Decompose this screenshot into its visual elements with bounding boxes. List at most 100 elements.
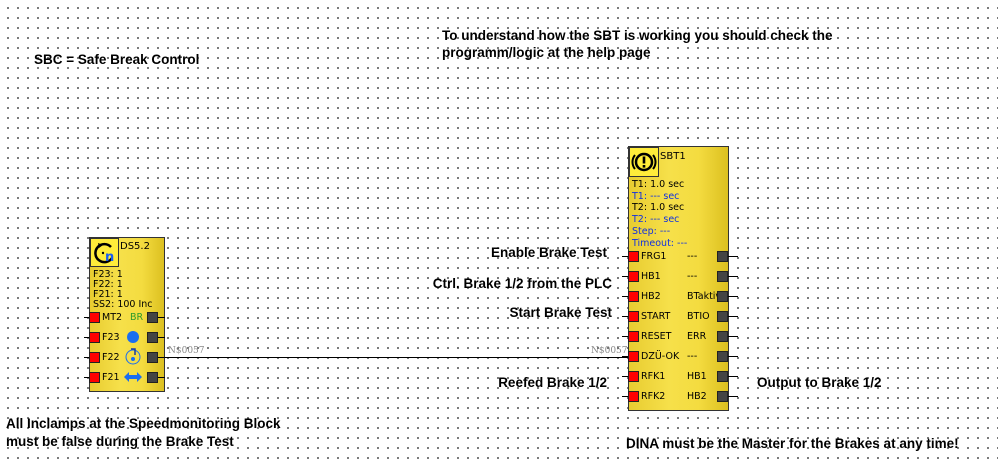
- ds-name: DS5.2: [120, 241, 150, 252]
- input-label: F21: [102, 372, 120, 383]
- input-stub: [622, 256, 629, 257]
- input-pin-f23[interactable]: [89, 332, 100, 343]
- sbt-param: T1: --- sec: [632, 190, 680, 202]
- input-stub: [622, 356, 629, 357]
- label-output: Output to Brake 1/2: [757, 375, 882, 390]
- output-label: ERR: [687, 331, 707, 342]
- output-pin[interactable]: [147, 312, 158, 323]
- output-stub: [158, 357, 165, 358]
- ds-param: F21: 1: [93, 289, 123, 300]
- input-stub: [84, 357, 90, 358]
- stop-dot-icon: [127, 331, 139, 343]
- input-label: RESET: [641, 331, 672, 342]
- input-pin[interactable]: [628, 331, 639, 342]
- output-label: BTIO: [687, 311, 710, 322]
- sbt-param: T2: --- sec: [632, 214, 680, 226]
- output-pin[interactable]: [147, 352, 158, 363]
- output-stub: [728, 296, 738, 297]
- output-label-br: BR: [130, 312, 144, 323]
- output-label: ---: [687, 351, 698, 362]
- input-stub: [84, 337, 90, 338]
- input-pin[interactable]: [628, 271, 639, 282]
- output-stub: [728, 256, 738, 257]
- svg-text:n: n: [105, 250, 114, 265]
- input-stub: [622, 276, 629, 277]
- label-start: Start Brake Test: [509, 305, 612, 320]
- output-stub: [728, 356, 738, 357]
- sbt-param: Timeout: ---: [632, 237, 688, 249]
- input-label: DZÜ-OK: [641, 351, 680, 362]
- input-pin[interactable]: [628, 311, 639, 322]
- input-label: START: [641, 311, 671, 322]
- output-label: BTaktiv: [687, 291, 722, 302]
- label-enable: Enable Brake Test: [490, 245, 607, 260]
- note-help-1: To understand how the SBT is working you…: [442, 28, 833, 43]
- input-label: F23: [102, 332, 120, 343]
- output-pin[interactable]: [717, 251, 728, 262]
- sbt-param: T1: 1.0 sec: [632, 179, 685, 190]
- brake-warning-icon: [629, 147, 659, 177]
- sbt-name: SBT1: [660, 151, 686, 162]
- input-label: HB1: [641, 271, 661, 282]
- input-stub: [84, 317, 90, 318]
- input-label: F22: [102, 352, 120, 363]
- input-stub: [622, 376, 629, 377]
- output-label: ---: [687, 271, 698, 282]
- ds-param: F22: 1: [93, 279, 123, 290]
- note-inclamps-1: All Inclamps at the Speedmonitoring Bloc…: [6, 416, 281, 431]
- sbt-param: Step: ---: [632, 225, 671, 237]
- output-label: ---: [687, 251, 698, 262]
- note-dina: DINA must be the Master for the Brakes a…: [626, 436, 959, 451]
- output-stub: [728, 336, 738, 337]
- output-stub: [728, 316, 738, 317]
- ds-param: SS2: 100 Inc: [93, 299, 153, 310]
- input-pin-f22[interactable]: [89, 352, 100, 363]
- label-reefed: Reefed Brake 1/2: [498, 375, 607, 390]
- speed-monitor-icon: n: [90, 238, 119, 267]
- output-pin[interactable]: [717, 371, 728, 382]
- note-help-2: programm/logic at the help page: [442, 45, 651, 60]
- output-stub: [728, 276, 738, 277]
- output-label: HB2: [687, 391, 707, 402]
- input-stub: [622, 336, 629, 337]
- net-label-left: N$0057: [168, 346, 205, 356]
- note-inclamps-2: must be false during the Brake Test: [6, 434, 234, 449]
- ds-param: F23: 1: [93, 269, 123, 280]
- output-stub: [158, 317, 165, 318]
- input-label: FRG1: [641, 251, 667, 262]
- output-pin[interactable]: [147, 372, 158, 383]
- input-pin[interactable]: [628, 291, 639, 302]
- output-pin[interactable]: [147, 332, 158, 343]
- input-pin-f21[interactable]: [89, 372, 100, 383]
- output-pin[interactable]: [717, 291, 728, 302]
- wire-n0057[interactable]: [158, 357, 628, 358]
- output-pin[interactable]: [717, 271, 728, 282]
- input-stub: [622, 396, 629, 397]
- direction-arrows-icon: [124, 372, 142, 382]
- output-pin[interactable]: [717, 351, 728, 362]
- sbt-param: T2: 1.0 sec: [632, 202, 685, 214]
- sbt-block[interactable]: SBT1 T1: 1.0 sec T1: --- sec T2: 1.0 sec T2…: [628, 146, 729, 411]
- output-stub: [158, 377, 165, 378]
- input-pin[interactable]: [628, 391, 639, 402]
- output-pin[interactable]: [717, 311, 728, 322]
- input-stub: [622, 316, 629, 317]
- output-stub: [728, 376, 738, 377]
- label-ctrl: Ctrl. Brake 1/2 from the PLC: [432, 276, 612, 291]
- output-pin[interactable]: [717, 331, 728, 342]
- output-label: HB1: [687, 371, 707, 382]
- input-label: RFK1: [641, 371, 666, 382]
- note-sbc: SBC = Safe Break Control: [34, 52, 200, 67]
- input-label: HB2: [641, 291, 661, 302]
- net-label-right: N$0057: [591, 346, 628, 356]
- input-stub: [622, 296, 629, 297]
- input-pin[interactable]: [628, 351, 639, 362]
- output-stub: [728, 396, 738, 397]
- input-pin-mt2[interactable]: [89, 312, 100, 323]
- output-pin[interactable]: [717, 391, 728, 402]
- input-label: MT2: [102, 312, 123, 323]
- ds-state-icons: [124, 330, 146, 391]
- input-label: RFK2: [641, 391, 666, 402]
- input-pin[interactable]: [628, 251, 639, 262]
- input-pin[interactable]: [628, 371, 639, 382]
